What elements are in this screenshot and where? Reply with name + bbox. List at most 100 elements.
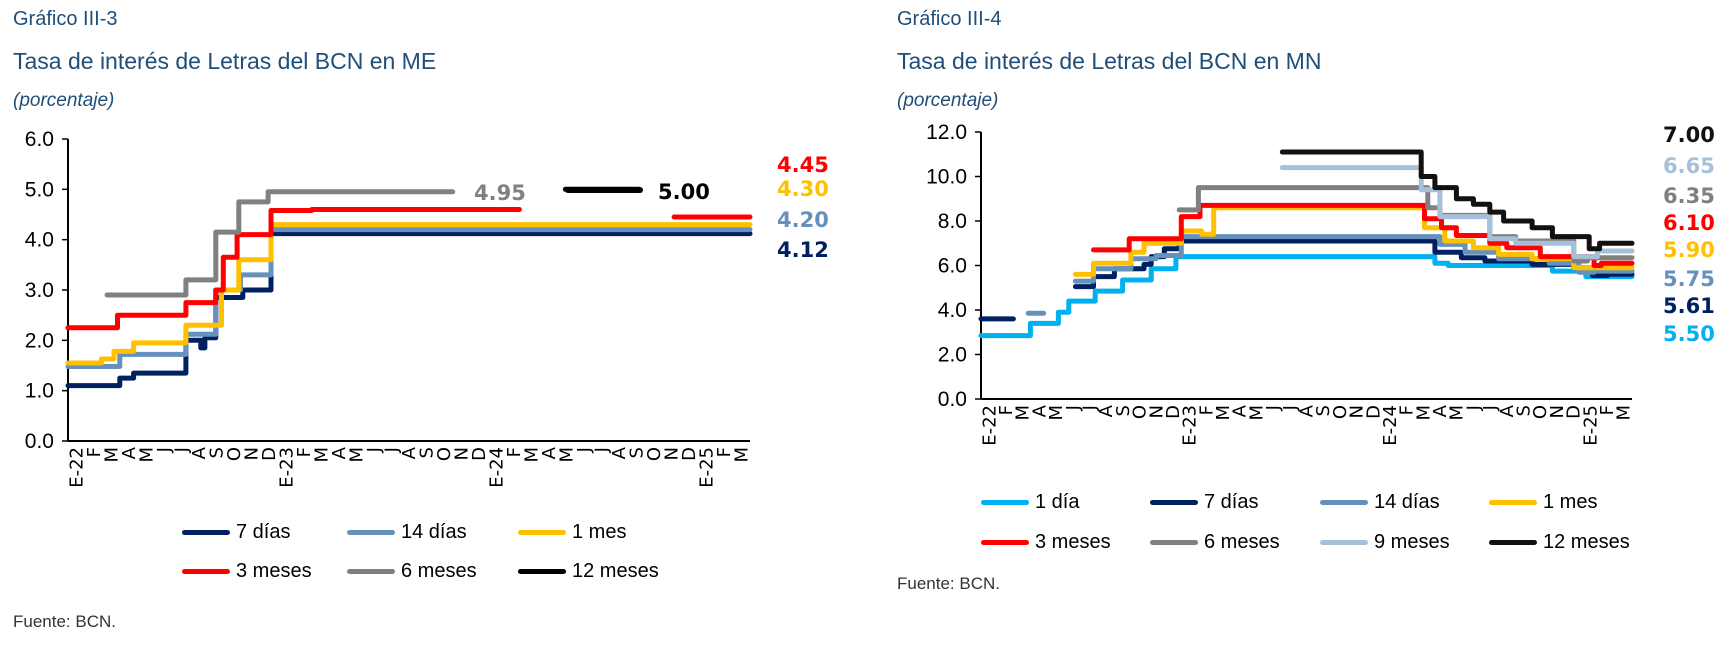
x-tick-label: M (1246, 405, 1267, 421)
y-tick-label: 4.0 (938, 299, 967, 322)
x-tick-label: N (451, 447, 472, 460)
x-tick-label: A (1297, 404, 1318, 417)
legend-item: 1 mes (1489, 491, 1597, 514)
x-tick-label: M (1046, 405, 1067, 421)
legend-swatch (182, 569, 230, 574)
y-tick-label: 4.0 (25, 229, 54, 252)
x-tick-label: F (1397, 405, 1418, 415)
x-tick-label: A (399, 446, 420, 459)
y-tick-label: 2.0 (938, 344, 967, 367)
legend-item: 12 meses (1489, 531, 1630, 554)
x-tick-label: J (364, 447, 385, 453)
x-tick-label: N (242, 447, 263, 460)
legend-label: 1 mes (1543, 491, 1598, 513)
x-tick-label: M (1447, 405, 1468, 421)
chart-number: Gráfico III-4 (897, 8, 1002, 30)
x-tick-label: A (609, 446, 630, 459)
x-tick-label: S (207, 447, 228, 458)
x-tick-label: F (294, 447, 315, 457)
legend-item: 14 días (347, 521, 467, 544)
x-tick-label: J (1480, 405, 1501, 411)
chart-source: Fuente: BCN. (897, 574, 1000, 593)
legend-swatch (981, 540, 1029, 545)
chart-unit: (porcentaje) (13, 90, 115, 111)
x-tick-label: M (556, 447, 577, 463)
x-tick-label: F (1196, 405, 1217, 415)
series-line-1-día (978, 254, 1635, 339)
series-line-6-meses (104, 189, 456, 298)
x-tick-label: A (1430, 404, 1451, 417)
x-tick-label: M (102, 447, 123, 463)
data-label: 4.45 (777, 153, 829, 177)
y-tick-label: 5.0 (25, 178, 54, 201)
x-tick-label: N (661, 447, 682, 460)
series-line-14-días (65, 227, 753, 369)
chart-number: Gráfico III-3 (13, 8, 118, 30)
legend-item: 6 meses (347, 560, 477, 583)
x-tick-label: A (1230, 404, 1251, 417)
y-tick-label: 3.0 (25, 279, 54, 302)
legend-swatch (1489, 540, 1537, 545)
legend-label: 6 meses (401, 560, 477, 582)
data-label: 5.00 (658, 180, 710, 204)
x-tick-label: A (1096, 404, 1117, 417)
data-label: 5.50 (1663, 322, 1715, 346)
data-label: 4.95 (474, 181, 526, 205)
x-tick-label: S (626, 447, 647, 458)
legend-label: 14 días (1374, 491, 1440, 513)
data-label: 6.10 (1663, 211, 1715, 235)
y-tick-label: 10.0 (926, 166, 967, 189)
legend-label: 7 días (236, 521, 291, 543)
x-tick-label: D (259, 447, 280, 461)
chart-title: Tasa de interés de Letras del BCN en MN (897, 48, 1322, 74)
chart-2: 0.02.04.06.08.010.012.0E-22FMAMJJASONDE-… (926, 121, 1715, 446)
legend-label: 7 días (1204, 491, 1259, 513)
x-tick-label: S (1313, 405, 1334, 416)
x-tick-label: E-22 (979, 405, 1000, 446)
x-tick-label: F (714, 447, 735, 457)
legend-swatch (1320, 540, 1368, 545)
data-label: 7.00 (1663, 123, 1715, 147)
series-line-7-días (65, 231, 753, 389)
legend-item: 7 días (1150, 491, 1258, 514)
legend-label: 14 días (401, 521, 467, 543)
x-tick-label: O (434, 447, 455, 461)
x-tick-label: J (1063, 405, 1084, 411)
legend-swatch (1489, 500, 1537, 505)
chart-1: 0.01.02.03.04.05.06.0E-22FMAMJJASONDE-23… (25, 128, 829, 488)
series-line-6-meses (1176, 185, 1635, 264)
legend-label: 12 meses (1543, 531, 1630, 553)
legend-swatch (1320, 500, 1368, 505)
legend-swatch (518, 569, 566, 574)
y-tick-label: 6.0 (938, 255, 967, 278)
legend-swatch (182, 530, 230, 535)
legend-swatch (347, 569, 395, 574)
x-tick-label: N (1347, 405, 1368, 418)
x-tick-label: F (84, 447, 105, 457)
x-tick-label: F (1597, 405, 1618, 415)
x-tick-label: E-24 (486, 447, 507, 488)
legend-swatch (981, 500, 1029, 505)
x-tick-label: D (679, 447, 700, 461)
legend-item: 1 mes (518, 521, 626, 544)
x-tick-label: M (1614, 405, 1635, 421)
x-tick-label: M (347, 447, 368, 463)
x-tick-label: A (329, 446, 350, 459)
y-tick-label: 12.0 (926, 121, 967, 144)
chart-unit: (porcentaje) (897, 90, 999, 111)
data-label: 4.12 (777, 238, 829, 262)
x-tick-label: J (574, 447, 595, 453)
y-tick-label: 0.0 (25, 430, 54, 453)
series-line-3-meses (65, 207, 753, 331)
x-tick-label: M (521, 447, 542, 463)
x-tick-label: J (1080, 405, 1101, 411)
x-tick-label: E-24 (1380, 405, 1401, 446)
x-tick-label: S (416, 447, 437, 458)
legend-label: 9 meses (1374, 531, 1450, 553)
legend-label: 1 mes (572, 521, 627, 543)
x-tick-label: A (189, 446, 210, 459)
x-tick-label: J (172, 447, 193, 453)
legend-label: 1 día (1035, 491, 1080, 513)
x-tick-label: D (469, 447, 490, 461)
